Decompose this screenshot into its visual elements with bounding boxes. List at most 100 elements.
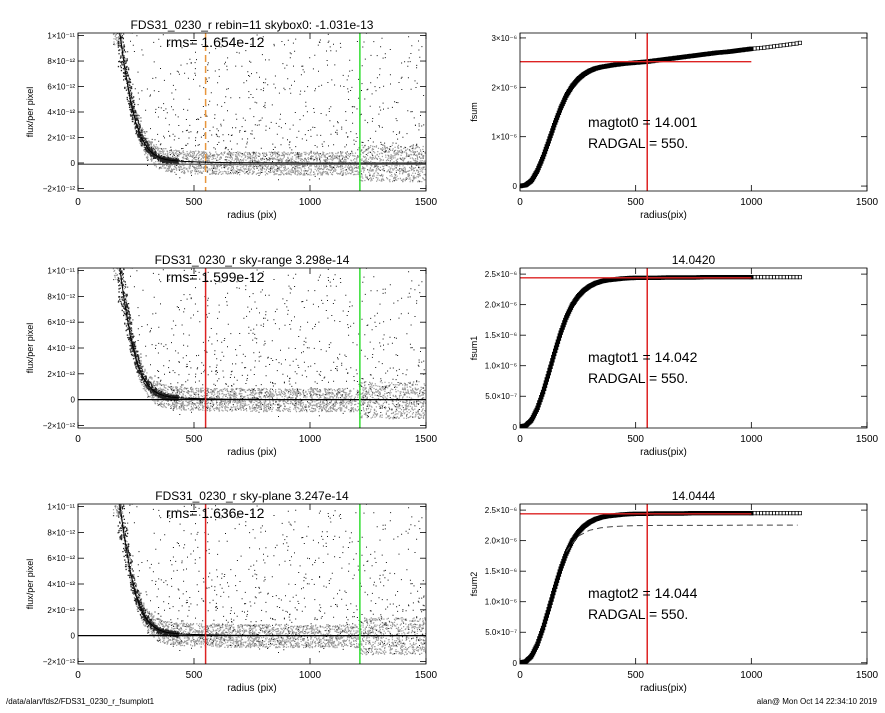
y-tick-label: 1×10⁻⁶: [491, 133, 517, 142]
x-tick-label: 500: [627, 670, 644, 681]
y-tick-label: 0: [71, 632, 76, 641]
y-axis-label: flux/per pixel: [25, 559, 35, 610]
x-tick-label: 1000: [740, 670, 763, 681]
y-tick-label: 4×10⁻¹²: [47, 108, 75, 117]
magnitude-annotation: magtot0 = 14.001: [588, 114, 698, 130]
x-tick-label: 500: [627, 197, 644, 208]
y-tick-label: 1.5×10⁻⁶: [485, 331, 517, 340]
y-tick-label: 1×10⁻¹¹: [47, 267, 75, 276]
y-tick-label: 8×10⁻¹²: [47, 528, 75, 537]
sky-scatter: [112, 33, 426, 183]
plot-area: [78, 504, 426, 664]
sky-scatter: [112, 504, 426, 656]
y-tick-label: −2×10⁻¹²: [43, 421, 76, 430]
radgal-annotation: RADGAL = 550.: [588, 370, 688, 386]
footer-timestamp: alan@ Mon Oct 14 22:34:10 2019: [756, 697, 877, 706]
plot-frame: [519, 503, 868, 665]
y-tick-label: 4×10⁻¹²: [47, 344, 75, 353]
y-tick-label: 6×10⁻¹²: [47, 554, 75, 563]
y-tick-label: 1×10⁻¹¹: [47, 32, 75, 41]
y-tick-label: 2.0×10⁻⁶: [485, 537, 517, 546]
rms-annotation: rms= 1.654e-12: [166, 34, 265, 50]
y-axis-label: fsum1: [469, 336, 479, 361]
x-tick-label: 0: [517, 670, 523, 681]
plot-frame: [519, 267, 868, 429]
plot-frame: [77, 503, 427, 665]
x-tick-label: 1500: [415, 197, 438, 208]
y-tick-label: 6×10⁻¹²: [47, 318, 75, 327]
chart-title: FDS31_0230_r sky-plane 3.247e-14: [155, 489, 349, 503]
radgal-annotation: RADGAL = 550.: [588, 135, 688, 151]
y-tick-label: −2×10⁻¹²: [43, 657, 76, 666]
x-tick-label: 1000: [299, 670, 322, 681]
x-axis-label: radius (pix): [227, 683, 276, 694]
plot-area: [520, 268, 802, 428]
growth-point: [797, 275, 802, 280]
magnitude-annotation: magtot1 = 14.042: [588, 349, 698, 365]
y-tick-label: −2×10⁻¹²: [43, 184, 76, 193]
x-tick-label: 1500: [415, 670, 438, 681]
y-tick-label: 0: [71, 396, 76, 405]
y-tick-label: 0: [513, 423, 518, 432]
y-tick-label: 4×10⁻¹²: [47, 580, 75, 589]
y-tick-label: 2×10⁻⁶: [491, 83, 517, 92]
x-tick-label: 1500: [415, 434, 438, 445]
x-tick-label: 0: [75, 670, 81, 681]
y-axis-label: fsum2: [469, 572, 479, 597]
y-tick-label: 2.5×10⁻⁶: [485, 270, 517, 279]
x-tick-label: 1500: [856, 434, 879, 445]
y-tick-label: 2.0×10⁻⁶: [485, 301, 517, 310]
chart-title: FDS31_0230_r sky-range 3.298e-14: [155, 253, 350, 267]
y-tick-label: 6×10⁻¹²: [47, 83, 75, 92]
chart-profile-sky-range: 0 500 1000 1500 −2×10⁻¹² 0 2×10⁻¹² 4×10⁻¹² 6×10⁻…: [25, 253, 438, 458]
x-tick-label: 0: [517, 434, 523, 445]
radgal-annotation: RADGAL = 550.: [588, 606, 688, 622]
x-tick-label: 1500: [856, 670, 879, 681]
plot-area: [520, 504, 802, 664]
profile-line: [119, 33, 426, 164]
y-tick-label: 1.5×10⁻⁶: [485, 567, 517, 576]
y-axis-label: flux/per pixel: [25, 323, 35, 374]
y-tick-label: 3×10⁻⁶: [491, 34, 517, 43]
y-tick-label: 0: [513, 659, 518, 668]
sky-plane-curve: [565, 524, 798, 552]
growth-point: [797, 511, 802, 516]
rms-annotation: rms= 1.636e-12: [166, 505, 265, 521]
y-tick-label: 8×10⁻¹²: [47, 292, 75, 301]
x-tick-label: 0: [75, 197, 81, 208]
growth-point: [797, 40, 802, 45]
core-points: [117, 33, 179, 165]
x-tick-label: 1000: [299, 434, 322, 445]
plot-area: [78, 33, 426, 191]
chart-growth-fsum1: 0 500 1000 1500 0 5.0×10⁻⁷ 1.0×10⁻⁶ 1.5×10⁻⁶ 2.0…: [469, 253, 879, 458]
magnitude-annotation: magtot2 = 14.044: [588, 585, 698, 601]
x-axis-label: radius (pix): [227, 447, 276, 458]
x-axis-label: radius (pix): [227, 210, 276, 221]
plot-area: [520, 33, 802, 191]
y-tick-label: 2×10⁻¹²: [47, 370, 75, 379]
y-tick-label: 0: [71, 159, 76, 168]
chart-profile-sky-plane: 0 500 1000 1500 −2×10⁻¹² 0 2×10⁻¹² 4×10⁻¹² 6×10⁻…: [25, 489, 438, 694]
y-tick-label: 2.5×10⁻⁶: [485, 506, 517, 515]
x-tick-label: 0: [75, 434, 81, 445]
y-tick-label: 1×10⁻¹¹: [47, 503, 75, 512]
chart-title: 14.0420: [672, 253, 716, 267]
footer-path: /data/alan/fds2/FDS31_0230_r_fsumplot1: [6, 697, 155, 706]
profile-line: [119, 504, 426, 637]
chart-growth-fsum2: 0 500 1000 1500 0 5.0×10⁻⁷ 1.0×10⁻⁶ 1.5×10⁻⁶ 2.0…: [469, 489, 879, 694]
x-tick-label: 500: [186, 434, 203, 445]
x-tick-label: 1000: [740, 434, 763, 445]
x-axis-label: radius(pix): [640, 210, 687, 221]
plot-frame: [519, 32, 868, 192]
chart-title: 14.0444: [672, 489, 716, 503]
x-tick-label: 1000: [299, 197, 322, 208]
y-tick-label: 2×10⁻¹²: [47, 133, 75, 142]
y-tick-label: 5.0×10⁻⁷: [485, 628, 517, 637]
outlier-points: [113, 268, 426, 419]
chart-title: FDS31_0230_r rebin=11 skybox0: -1.031e-1…: [131, 18, 374, 32]
plot-area: [78, 268, 426, 428]
y-tick-label: 2×10⁻¹²: [47, 606, 75, 615]
y-tick-label: 1.0×10⁻⁶: [485, 362, 517, 371]
chart-profile-rebin: 0 500 1000 1500 −2×10⁻¹² 0 2×10⁻¹² 4×10⁻¹² 6×10⁻…: [25, 18, 438, 221]
